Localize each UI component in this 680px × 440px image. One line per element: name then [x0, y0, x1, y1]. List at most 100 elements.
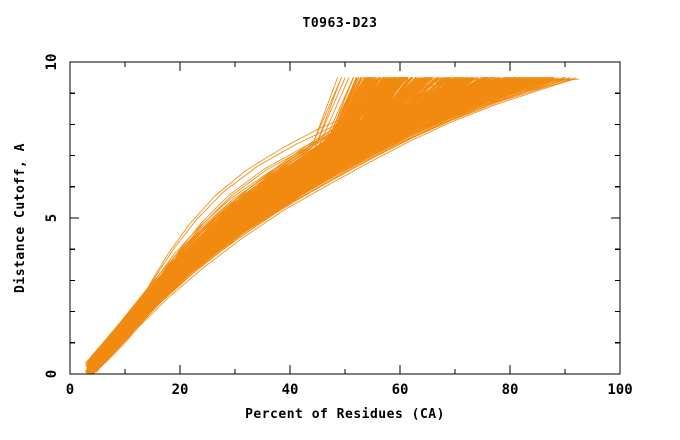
data-curve	[105, 78, 550, 360]
y-tick-label: 10	[44, 54, 60, 71]
data-curve	[106, 77, 566, 346]
data-curve	[102, 77, 533, 356]
data-curve	[110, 77, 551, 347]
data-curve	[99, 77, 511, 359]
data-curve	[100, 77, 519, 358]
data-curve	[107, 77, 547, 351]
data-curve	[104, 78, 538, 359]
data-curve	[101, 77, 528, 362]
data-curve	[101, 78, 533, 363]
data-curve	[89, 77, 521, 371]
data-curve	[103, 78, 524, 358]
y-tick-label: 5	[44, 214, 60, 222]
data-curve	[112, 77, 553, 345]
data-curve	[112, 77, 559, 347]
x-tick-label: 20	[172, 382, 189, 398]
data-curve	[102, 77, 529, 349]
data-curves-layer	[85, 77, 580, 375]
data-curve	[104, 77, 546, 349]
data-curve	[103, 77, 533, 353]
data-curve	[102, 77, 539, 351]
data-curve	[111, 77, 565, 350]
data-curve	[102, 77, 526, 357]
data-curve	[86, 77, 369, 373]
data-curve	[86, 77, 365, 371]
data-curve	[105, 77, 544, 352]
x-tick-label: 0	[66, 382, 74, 398]
data-curve	[104, 78, 530, 360]
data-curve	[108, 77, 549, 350]
data-curve	[104, 79, 536, 362]
data-curve	[104, 77, 536, 354]
data-curve	[105, 77, 544, 353]
data-curve	[106, 77, 544, 352]
data-curve	[92, 77, 422, 358]
x-tick-label: 60	[392, 382, 409, 398]
y-axis-title: Distance Cutoff, A	[13, 143, 28, 293]
data-curve	[103, 77, 526, 356]
data-curve	[103, 77, 530, 355]
data-curve	[103, 77, 532, 355]
data-curve	[102, 77, 539, 351]
data-curve	[90, 77, 533, 368]
data-curve	[103, 77, 532, 357]
data-curve	[106, 77, 537, 343]
data-curve	[101, 77, 533, 350]
data-curve	[102, 77, 527, 356]
data-curve	[105, 77, 537, 352]
data-curve	[92, 77, 513, 359]
data-curve	[109, 77, 549, 348]
data-curve	[102, 77, 527, 357]
axis-tick-labels: 0 20 40 60 80 100 0 5 10	[44, 54, 633, 398]
data-curve	[105, 79, 523, 360]
y-tick-label: 0	[44, 370, 60, 378]
data-curve	[89, 78, 580, 375]
data-curve	[98, 78, 485, 365]
data-curve	[100, 77, 511, 359]
data-curve	[104, 77, 538, 354]
data-curve	[99, 78, 505, 366]
data-curve	[101, 78, 520, 362]
data-curve	[92, 77, 427, 360]
data-curve	[104, 77, 552, 351]
data-curve	[101, 78, 517, 364]
x-tick-label: 80	[502, 382, 519, 398]
data-curve	[101, 77, 523, 348]
data-curve	[99, 78, 511, 367]
data-curve	[92, 77, 516, 366]
data-curve	[109, 78, 576, 358]
data-curve	[99, 78, 507, 368]
data-curve	[106, 77, 547, 351]
data-curve	[106, 79, 556, 362]
data-curve	[105, 78, 544, 358]
page-title: T0963-D23	[302, 16, 378, 31]
data-curve	[105, 77, 534, 350]
data-curve	[112, 77, 555, 345]
x-axis-title: Percent of Residues (CA)	[245, 407, 445, 422]
data-curve	[101, 77, 533, 357]
data-curve	[102, 77, 527, 356]
data-curve	[102, 77, 525, 357]
data-curve	[103, 77, 540, 347]
data-curve	[111, 77, 558, 348]
data-curve	[103, 77, 527, 352]
data-curve	[89, 77, 515, 370]
data-curve	[105, 77, 531, 350]
data-curve	[102, 77, 530, 356]
data-curve	[104, 77, 555, 357]
data-curve	[100, 78, 522, 366]
axis-ticks	[69, 61, 621, 375]
x-tick-label: 40	[282, 382, 299, 398]
data-curve	[99, 78, 501, 367]
data-curve	[87, 79, 526, 375]
data-curve	[98, 78, 496, 365]
data-curve	[103, 77, 533, 355]
x-tick-label: 100	[607, 382, 632, 398]
data-curve	[89, 77, 509, 368]
data-curve	[111, 78, 574, 356]
data-curve	[104, 77, 528, 349]
data-curve	[102, 77, 535, 357]
data-curve	[88, 77, 400, 369]
